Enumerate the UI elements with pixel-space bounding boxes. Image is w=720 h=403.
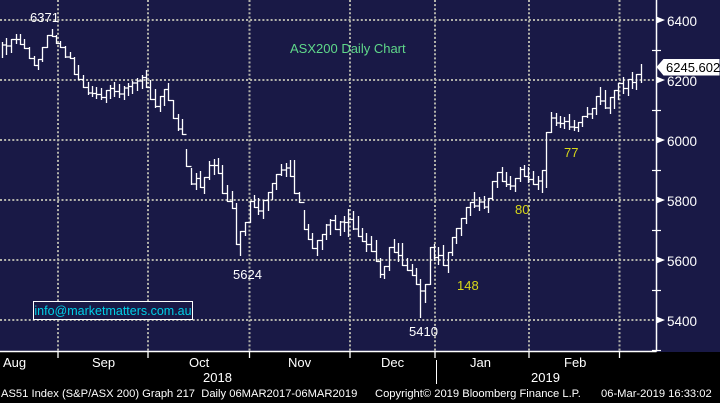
svg-text:6400: 6400 (667, 14, 697, 29)
svg-text:6200: 6200 (667, 74, 697, 89)
svg-text:6245.602: 6245.602 (666, 60, 720, 75)
svg-text:5400: 5400 (667, 314, 697, 329)
svg-text:5600: 5600 (667, 254, 697, 269)
svg-text:5800: 5800 (667, 194, 697, 209)
svg-text:6000: 6000 (667, 134, 697, 149)
